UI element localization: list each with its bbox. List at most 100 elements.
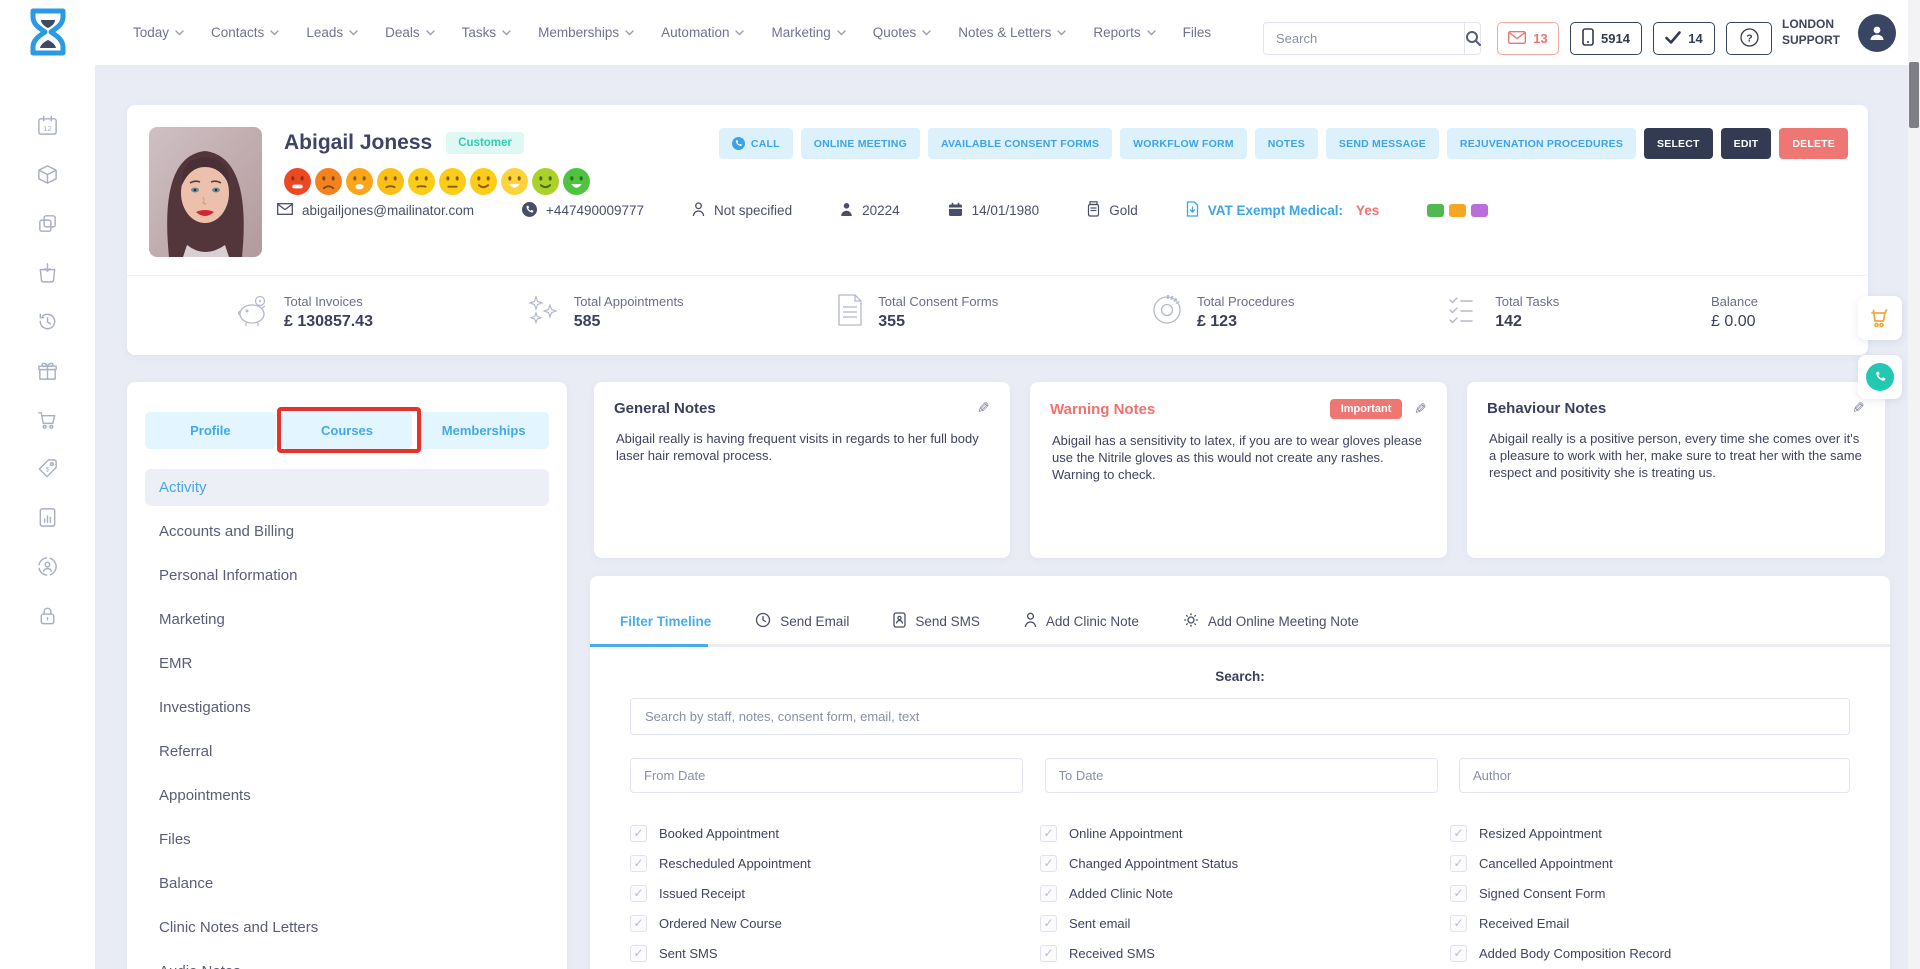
tab-add-clinic-note[interactable]: Add Clinic Note bbox=[1024, 612, 1139, 631]
filter-added-clinic-note[interactable]: ✓ Added Clinic Note bbox=[1040, 884, 1450, 902]
tag-orange[interactable] bbox=[1449, 204, 1467, 217]
filter-online-appointment[interactable]: ✓ Online Appointment bbox=[1040, 824, 1450, 842]
tag-green[interactable] bbox=[1427, 204, 1445, 217]
emoji-smile-icon[interactable] bbox=[469, 167, 498, 196]
search-icon[interactable] bbox=[1464, 23, 1482, 54]
filter-ordered-new-course[interactable]: ✓ Ordered New Course bbox=[630, 914, 1040, 932]
checkbox-checked[interactable]: ✓ bbox=[630, 854, 647, 872]
history-icon[interactable] bbox=[36, 309, 60, 333]
emoji-slight-frown-icon[interactable] bbox=[407, 167, 436, 196]
menu-memberships[interactable]: Memberships bbox=[538, 25, 634, 40]
edit-pencil-icon[interactable]: ✎ bbox=[977, 400, 990, 417]
filter-sent-email[interactable]: ✓ Sent email bbox=[1040, 914, 1450, 932]
menu-automation[interactable]: Automation bbox=[661, 25, 745, 40]
timeline-search-input[interactable] bbox=[630, 698, 1850, 735]
emoji-sad-open-icon[interactable] bbox=[345, 167, 374, 196]
menu-marketing[interactable]: Marketing bbox=[771, 25, 846, 40]
rejuvenation-button[interactable]: REJUVENATION PROCEDURES bbox=[1446, 128, 1637, 159]
phone-item[interactable]: +447490009777 bbox=[522, 201, 644, 220]
floating-cart-button[interactable] bbox=[1858, 296, 1902, 340]
tab-send-sms[interactable]: Send SMS bbox=[893, 611, 980, 631]
consent-forms-button[interactable]: AVAILABLE CONSENT FORMS bbox=[927, 128, 1113, 159]
tab-send-email[interactable]: Send Email bbox=[755, 612, 849, 631]
cart-icon[interactable] bbox=[36, 407, 60, 431]
call-button[interactable]: CALL bbox=[718, 128, 793, 159]
to-date-input[interactable] bbox=[1044, 758, 1438, 793]
tab-memberships[interactable]: Memberships bbox=[418, 412, 550, 449]
menu-contacts[interactable]: Contacts bbox=[211, 25, 280, 40]
filter-cancelled-appointment[interactable]: ✓ Cancelled Appointment bbox=[1450, 854, 1850, 872]
package-icon[interactable] bbox=[36, 162, 60, 186]
filter-changed-appointment-status[interactable]: ✓ Changed Appointment Status bbox=[1040, 854, 1450, 872]
checkbox-checked[interactable]: ✓ bbox=[630, 914, 647, 932]
filter-received-sms[interactable]: ✓ Received SMS bbox=[1040, 944, 1450, 962]
email-item[interactable]: abigailjones@mailinator.com bbox=[277, 203, 474, 218]
calls-badge[interactable]: 5914 bbox=[1570, 22, 1642, 55]
bag-download-icon[interactable] bbox=[36, 260, 60, 284]
send-message-button[interactable]: SEND MESSAGE bbox=[1325, 128, 1439, 159]
tab-profile[interactable]: Profile bbox=[145, 412, 276, 449]
menu-item-investigations[interactable]: Investigations bbox=[159, 699, 251, 716]
menu-files[interactable]: Files bbox=[1183, 25, 1212, 40]
menu-item-marketing[interactable]: Marketing bbox=[159, 611, 225, 628]
menu-quotes[interactable]: Quotes bbox=[873, 25, 932, 40]
gift-icon[interactable] bbox=[36, 358, 60, 382]
help-badge[interactable]: ? bbox=[1726, 22, 1772, 55]
menu-today[interactable]: Today bbox=[133, 25, 184, 40]
menu-item-clinic-notes-letters[interactable]: Clinic Notes and Letters bbox=[159, 919, 319, 936]
emoji-open-smile-icon[interactable] bbox=[500, 167, 529, 196]
checkbox-checked[interactable]: ✓ bbox=[1450, 854, 1467, 872]
emoji-frown-icon[interactable] bbox=[314, 167, 343, 196]
calendar-icon[interactable]: 12 bbox=[36, 113, 60, 137]
checkbox-checked[interactable]: ✓ bbox=[1450, 824, 1467, 842]
checkbox-checked[interactable]: ✓ bbox=[1040, 884, 1057, 902]
checkbox-checked[interactable]: ✓ bbox=[630, 944, 647, 962]
edit-pencil-icon[interactable]: ✎ bbox=[1414, 401, 1427, 418]
filter-issued-receipt[interactable]: ✓ Issued Receipt bbox=[630, 884, 1040, 902]
tag-purple[interactable] bbox=[1471, 204, 1489, 217]
emoji-smile-icon[interactable] bbox=[531, 167, 560, 196]
menu-item-appointments[interactable]: Appointments bbox=[159, 787, 251, 804]
menu-reports[interactable]: Reports bbox=[1093, 25, 1156, 40]
checkbox-checked[interactable]: ✓ bbox=[1450, 884, 1467, 902]
menu-notes-letters[interactable]: Notes & Letters bbox=[958, 25, 1067, 40]
tab-filter-timeline[interactable]: Filter Timeline bbox=[620, 614, 711, 629]
support-icon[interactable] bbox=[36, 554, 60, 578]
filter-booked-appointment[interactable]: ✓ Booked Appointment bbox=[630, 824, 1040, 842]
report-icon[interactable] bbox=[36, 505, 60, 529]
emoji-slight-frown-icon[interactable] bbox=[376, 167, 405, 196]
checkbox-checked[interactable]: ✓ bbox=[1450, 944, 1467, 962]
page-scrollbar[interactable] bbox=[1908, 0, 1920, 969]
filter-rescheduled-appointment[interactable]: ✓ Rescheduled Appointment bbox=[630, 854, 1040, 872]
edit-button[interactable]: EDIT bbox=[1720, 128, 1772, 159]
tab-courses[interactable]: Courses bbox=[281, 412, 413, 449]
menu-item-balance[interactable]: Balance bbox=[159, 875, 214, 892]
menu-item-personal-information[interactable]: Personal Information bbox=[159, 567, 298, 584]
menu-item-emr[interactable]: EMR bbox=[159, 655, 193, 672]
tab-add-online-meeting-note[interactable]: Add Online Meeting Note bbox=[1183, 612, 1359, 631]
checkbox-checked[interactable]: ✓ bbox=[1040, 824, 1057, 842]
filter-added-body-composition-record[interactable]: ✓ Added Body Composition Record bbox=[1450, 944, 1850, 962]
messages-badge[interactable]: 13 bbox=[1497, 22, 1559, 55]
emoji-open-smile-icon[interactable] bbox=[562, 167, 591, 196]
hourglass-logo-icon[interactable] bbox=[25, 7, 71, 62]
menu-item-accounts-billing[interactable]: Accounts and Billing bbox=[159, 523, 295, 540]
menu-leads[interactable]: Leads bbox=[306, 25, 358, 40]
filter-signed-consent-form[interactable]: ✓ Signed Consent Form bbox=[1450, 884, 1850, 902]
author-input[interactable] bbox=[1459, 758, 1850, 793]
filter-resized-appointment[interactable]: ✓ Resized Appointment bbox=[1450, 824, 1850, 842]
user-avatar[interactable] bbox=[1858, 14, 1896, 52]
filter-received-email[interactable]: ✓ Received Email bbox=[1450, 914, 1850, 932]
menu-deals[interactable]: Deals bbox=[385, 25, 435, 40]
menu-item-referral[interactable]: Referral bbox=[159, 743, 213, 760]
tasks-badge[interactable]: 14 bbox=[1653, 22, 1715, 55]
menu-tasks[interactable]: Tasks bbox=[462, 25, 512, 40]
online-meeting-button[interactable]: ONLINE MEETING bbox=[800, 128, 920, 159]
select-button[interactable]: SELECT bbox=[1644, 128, 1713, 159]
filter-sent-sms[interactable]: ✓ Sent SMS bbox=[630, 944, 1040, 962]
menu-item-audio-notes[interactable]: Audio Notes bbox=[145, 953, 549, 969]
search-input[interactable] bbox=[1264, 31, 1464, 46]
emoji-angry-icon[interactable] bbox=[283, 167, 312, 196]
delete-button[interactable]: DELETE bbox=[1779, 128, 1848, 159]
scrollbar-thumb[interactable] bbox=[1909, 62, 1919, 128]
